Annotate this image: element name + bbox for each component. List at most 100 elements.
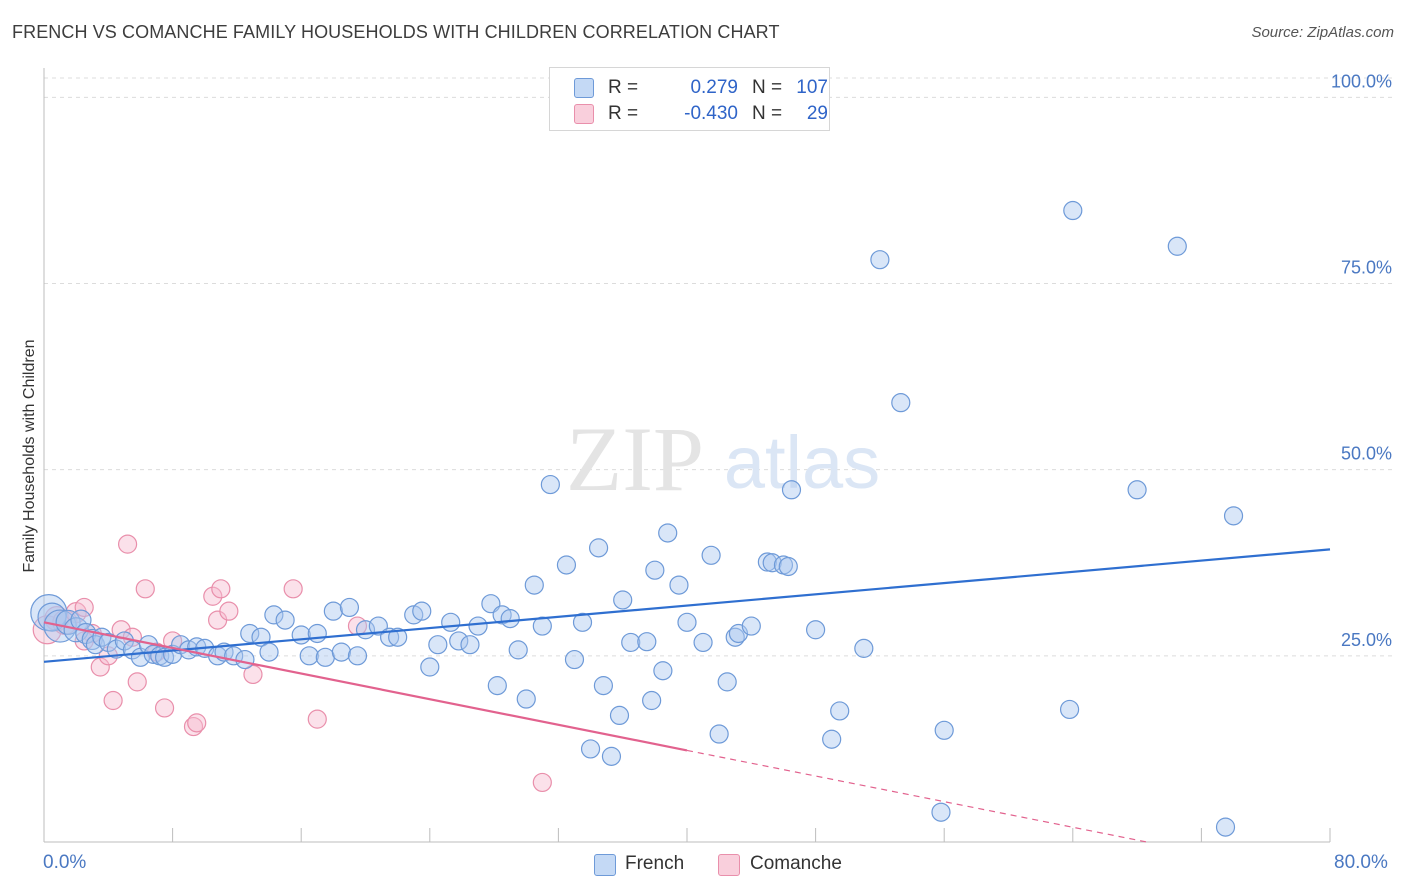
french-point <box>741 616 761 636</box>
french-point <box>822 729 842 749</box>
comanche-point <box>243 664 263 685</box>
axis-layer <box>43 68 1331 843</box>
comanche-point <box>135 579 155 599</box>
y-tick-label: 50.0% <box>1341 444 1392 464</box>
french-point <box>98 632 118 653</box>
french-point <box>1127 480 1147 500</box>
french-points <box>30 200 1244 837</box>
comanche-point <box>211 579 231 599</box>
french-point <box>428 635 448 655</box>
french-point <box>621 632 641 653</box>
y-tick-labels: 25.0% 50.0% 75.0% 100.0% <box>1331 71 1392 649</box>
french-point <box>449 631 469 651</box>
french-point <box>420 657 440 677</box>
french-point <box>500 609 520 629</box>
french-point <box>106 639 126 659</box>
comanche-point <box>117 534 138 554</box>
comanche-point <box>183 716 204 737</box>
bottom-legend-label-french: French <box>625 853 685 874</box>
french-point <box>701 545 721 565</box>
french-point <box>609 705 630 726</box>
legend-n-label: N = <box>752 77 783 98</box>
french-point <box>805 620 826 640</box>
french-point <box>468 616 488 636</box>
comanche-point <box>307 709 327 729</box>
french-point <box>524 575 544 595</box>
y-tick-label: 25.0% <box>1341 630 1392 650</box>
french-point <box>339 597 360 618</box>
comanche-point <box>74 597 94 618</box>
french-point <box>642 690 662 711</box>
french-point <box>1215 817 1236 837</box>
french-point <box>854 638 874 658</box>
trend-layer <box>43 548 1331 843</box>
french-point <box>870 250 890 270</box>
legend-swatch-french <box>574 78 594 98</box>
watermark-zip: ZIP <box>566 408 704 510</box>
french-point <box>347 646 368 666</box>
french-point <box>259 642 279 662</box>
french-point <box>460 635 480 655</box>
french-point <box>669 575 689 595</box>
french-point <box>532 616 552 636</box>
french-point <box>487 676 507 696</box>
french-point <box>613 590 633 610</box>
french-point <box>645 560 665 580</box>
legend-r-value-comanche: -0.430 <box>684 103 738 124</box>
french-point <box>1063 200 1083 221</box>
french-point <box>725 627 745 647</box>
legend-r-label: R = <box>608 103 639 124</box>
watermark-atlas: atlas <box>724 421 880 504</box>
french-point <box>441 612 461 632</box>
comanche-point <box>187 713 207 733</box>
comanche-point <box>532 772 552 793</box>
french-point <box>934 720 954 740</box>
french-point <box>275 610 295 630</box>
comanche-point <box>103 690 123 711</box>
french-point <box>1167 236 1187 256</box>
comanche-trend-line <box>43 621 688 752</box>
french-point <box>412 601 432 621</box>
bottom-legend-swatch-french <box>594 854 616 876</box>
comanche-point <box>90 657 110 677</box>
french-point <box>264 605 284 625</box>
french-point <box>235 649 255 670</box>
french-point <box>331 642 351 662</box>
comanche-point <box>127 672 147 692</box>
stats-legend: R = 0.279 N = 107 R = -0.430 N = 29 <box>549 67 830 131</box>
y-tick-label: 75.0% <box>1341 258 1392 278</box>
comanche-point <box>219 601 239 621</box>
french-point <box>564 649 585 670</box>
french-point <box>830 701 850 721</box>
french-point <box>593 676 614 696</box>
french-point <box>693 632 713 653</box>
y-tick-label: 100.0% <box>1331 71 1392 91</box>
french-point <box>653 661 673 681</box>
french-point <box>323 601 343 621</box>
watermark: ZIP atlas <box>566 408 880 510</box>
french-point <box>781 480 802 500</box>
french-point <box>658 523 678 543</box>
bottom-legend-swatch-comanche <box>718 854 740 876</box>
legend-n-value-comanche: 29 <box>806 103 828 124</box>
french-point <box>1223 506 1244 526</box>
comanche-point <box>283 579 303 599</box>
x-axis-max-label: 80.0% <box>1334 852 1388 873</box>
french-point <box>388 627 408 647</box>
french-point <box>637 632 657 652</box>
french-point <box>143 644 163 664</box>
french-point <box>891 393 911 413</box>
source-label: Source: ZipAtlas.com <box>1251 24 1394 41</box>
french-point <box>540 474 560 495</box>
french-point <box>717 672 737 692</box>
french-point <box>778 556 798 577</box>
french-point <box>677 612 697 632</box>
french-point <box>556 555 577 575</box>
legend-n-value-french: 107 <box>796 77 828 98</box>
grid-layer <box>44 77 1392 657</box>
french-point <box>299 646 319 666</box>
french-point <box>307 623 327 644</box>
french-point <box>508 640 528 660</box>
french-point <box>516 689 536 709</box>
